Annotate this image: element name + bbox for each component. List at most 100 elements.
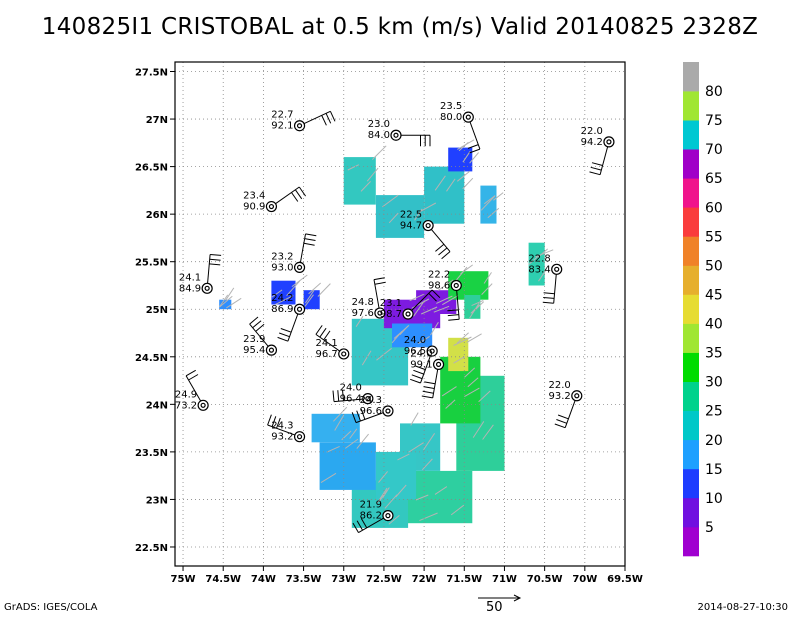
wind-vector-arrow [360,181,371,192]
station-humidity: 98.7 [380,309,402,320]
station-dot [429,348,435,354]
y-tick-label: 24.5N [135,353,168,364]
wind-vector-arrow [464,367,476,378]
station-humidity: 96.5 [404,346,426,357]
wind-vector-arrow [483,272,492,284]
y-tick-label: 25N [146,305,168,316]
station-dot [365,396,371,402]
wind-barb-flag [325,113,332,124]
station-circle [338,348,350,360]
x-tick-label: 72W [412,574,437,585]
wind-vector-arrow [434,486,448,495]
wind-barb-flag [352,522,359,533]
station-temperature: 22.8 [528,253,550,264]
station-marker: 24.196.7 [315,325,350,360]
station-dot [385,408,391,414]
wind-vector-arrow [445,399,456,409]
y-tick-label: 24N [146,400,168,411]
wind-barb-flag [589,171,601,176]
wind-barb-staff [427,225,451,252]
wind-barb-flag [305,233,317,237]
wind-vector-arrow [423,433,436,451]
wind-barb-staff [355,410,389,424]
station-marker: 23.490.9 [243,186,307,213]
wind-vector-arrow [466,333,482,343]
wind-barb-flag [411,374,423,380]
wind-vector-arrow [462,151,471,163]
station-humidity: 96.7 [315,349,337,360]
wind-vector-arrow [482,424,494,440]
station-temperature: 24.2 [271,293,293,304]
colorbar-swatch [683,91,699,121]
station-dot [341,351,347,357]
wind-barb-flag [321,115,327,126]
wind-barb-flag [337,390,340,402]
colorbar-swatch [683,468,699,499]
station-marker: 23.084.0 [368,119,431,147]
wind-vector-arrow [361,350,372,366]
radar-echo-cell [424,166,465,224]
wind-vector-arrow [356,433,369,449]
wind-vector-arrow [480,195,496,211]
wind-barb-flag [421,395,433,399]
station-humidity: 73.2 [175,400,197,411]
plot-frame [174,61,626,567]
wind-barb-flag [271,416,277,427]
wind-vector-arrow [409,293,424,302]
radar-echo-cell [271,280,296,305]
station-humidity: 94.7 [400,221,422,232]
colorbar-swatch [683,236,699,266]
wind-vector-arrow [410,412,419,426]
station-dot [268,203,275,210]
wind-barb-flag [542,301,554,304]
y-tick-label: 27N [146,115,168,126]
y-tick-label: 23N [146,495,168,506]
station-temperature: 24.1 [315,338,337,349]
station-dot [296,123,303,129]
station-dot [377,310,383,316]
station-marker: 22.594.7 [400,210,451,260]
x-tick-label: 70W [572,574,597,585]
wind-barb-flag [424,381,436,385]
station-circle [293,303,306,315]
y-tick-label: 23.5N [135,448,168,459]
wind-barb-flag [252,320,262,329]
wind-vector-arrow [304,290,315,304]
station-humidity: 92.1 [271,121,293,132]
wind-vector-arrow [481,283,493,295]
wind-barb-flag [441,251,451,260]
station-marker: 22.094.2 [581,126,615,176]
station-circle [426,345,438,357]
station-circle [265,200,278,213]
station-temperature: 24.1 [179,272,201,283]
wind-barb-flag [447,314,459,317]
station-temperature: 23.5 [440,101,462,112]
radar-echo-cell [375,451,417,500]
wind-vector-arrow [218,294,229,308]
station-circle [201,282,213,294]
wind-vector-arrow [537,248,549,258]
wind-barb-flag [374,281,386,285]
y-tick-label: 26.5N [135,163,168,174]
station-marker: 23.198.7 [380,289,441,320]
station-circle [374,307,386,319]
wind-vector-arrow [413,300,426,317]
colorbar-swatch [683,207,699,237]
station-humidity: 97.6 [352,308,374,319]
station-dot [465,114,471,120]
station-dot [204,285,210,291]
y-tick-label: 26N [146,210,168,221]
wind-barb-flag [185,369,196,377]
wind-barb-flag [209,263,221,266]
radar-echo-cell [303,290,320,310]
wind-vector-arrow [286,280,301,297]
wind-barb-flag [304,238,316,241]
station-temperature: 23.9 [243,334,265,345]
colorbar-swatch [683,497,699,528]
x-tick-label: 72.5W [366,574,402,585]
wind-vector-arrow [366,167,379,182]
wind-vector-arrow [420,202,437,212]
colorbar-label: 60 [705,200,723,216]
wind-barb-flag [298,186,307,197]
station-circle [571,390,583,402]
